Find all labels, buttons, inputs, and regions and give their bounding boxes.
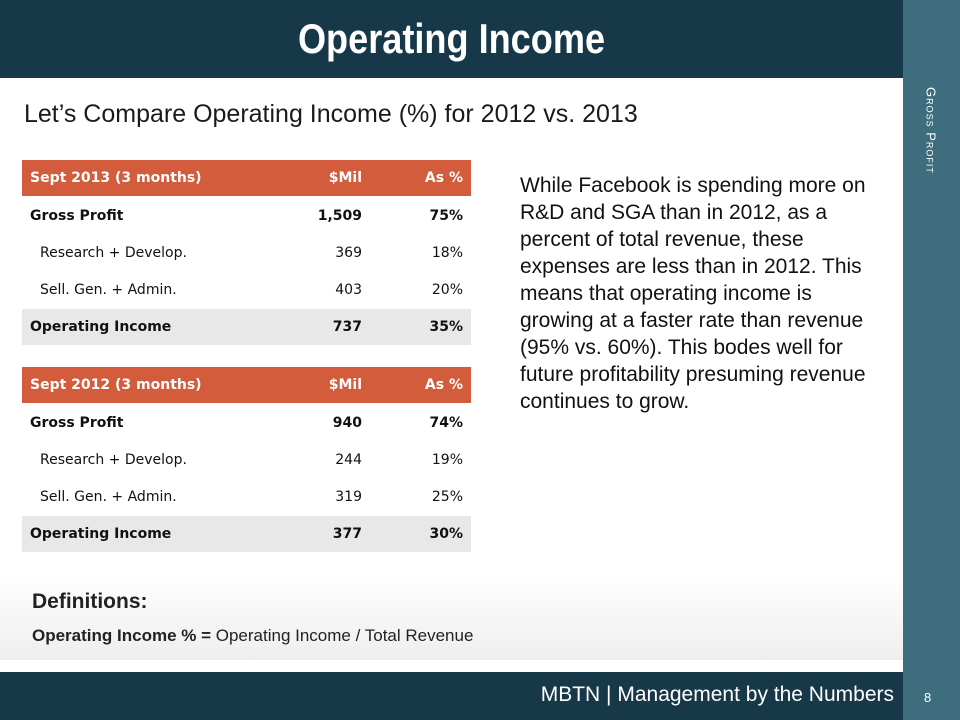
- table-header-percent: As %: [370, 160, 471, 198]
- row-percent: 19%: [370, 441, 471, 479]
- slide-subtitle: Let’s Compare Operating Income (%) for 2…: [24, 100, 638, 128]
- row-label: Operating Income: [22, 515, 252, 553]
- side-label: Gross Profit: [918, 50, 944, 210]
- table-header-period: Sept 2013 (3 months): [22, 160, 252, 198]
- row-label: Sell. Gen. + Admin.: [22, 271, 252, 309]
- slide-title: Operating Income: [297, 15, 606, 62]
- table-header-period: Sept 2012 (3 months): [22, 367, 252, 405]
- table-row: Sell. Gen. + Admin. 403 20%: [22, 271, 471, 309]
- row-label: Operating Income: [22, 308, 252, 346]
- row-label: Research + Develop.: [22, 441, 252, 479]
- row-label: Gross Profit: [22, 197, 252, 235]
- row-mil: 319: [252, 478, 370, 516]
- definitions-heading: Definitions:: [32, 590, 148, 613]
- definition-term: Operating Income % =: [32, 626, 212, 645]
- row-label: Research + Develop.: [22, 234, 252, 272]
- definition-value: Operating Income / Total Revenue: [215, 626, 474, 645]
- table-header-row: Sept 2013 (3 months) $Mil As %: [22, 160, 471, 198]
- row-percent: 18%: [370, 234, 471, 272]
- table-row: Research + Develop. 244 19%: [22, 441, 471, 479]
- table-row-total: Operating Income 377 30%: [22, 515, 471, 553]
- footer-text: MBTN | Management by the Numbers: [540, 683, 894, 706]
- table-header-mil: $Mil: [252, 160, 370, 198]
- row-label: Sell. Gen. + Admin.: [22, 478, 252, 516]
- row-mil: 737: [252, 308, 370, 346]
- table-row: Sell. Gen. + Admin. 319 25%: [22, 478, 471, 516]
- row-label: Gross Profit: [22, 404, 252, 442]
- row-mil: 403: [252, 271, 370, 309]
- table-2012: Sept 2012 (3 months) $Mil As % Gross Pro…: [22, 367, 471, 553]
- row-percent: 75%: [370, 197, 471, 235]
- row-mil: 940: [252, 404, 370, 442]
- table-row: Research + Develop. 369 18%: [22, 234, 471, 272]
- table-row-total: Operating Income 737 35%: [22, 308, 471, 346]
- row-mil: 369: [252, 234, 370, 272]
- definitions-band: [0, 575, 903, 660]
- row-mil: 377: [252, 515, 370, 553]
- row-percent: 74%: [370, 404, 471, 442]
- row-percent: 20%: [370, 271, 471, 309]
- side-label-text: Gross Profit: [923, 86, 939, 174]
- table-2013: Sept 2013 (3 months) $Mil As % Gross Pro…: [22, 160, 471, 346]
- explanation-text: While Facebook is spending more on R&D a…: [520, 174, 866, 413]
- side-bar: [903, 0, 960, 720]
- table-row: Gross Profit 1,509 75%: [22, 197, 471, 235]
- page-number: 8: [924, 690, 932, 705]
- definitions-line: Operating Income % = Operating Income / …: [32, 626, 473, 646]
- row-mil: 1,509: [252, 197, 370, 235]
- footer-bar: [0, 672, 903, 720]
- row-percent: 30%: [370, 515, 471, 553]
- table-row: Gross Profit 940 74%: [22, 404, 471, 442]
- title-bar: [0, 0, 903, 78]
- row-percent: 35%: [370, 308, 471, 346]
- table-header-mil: $Mil: [252, 367, 370, 405]
- table-header-percent: As %: [370, 367, 471, 405]
- table-header-row: Sept 2012 (3 months) $Mil As %: [22, 367, 471, 405]
- row-mil: 244: [252, 441, 370, 479]
- row-percent: 25%: [370, 478, 471, 516]
